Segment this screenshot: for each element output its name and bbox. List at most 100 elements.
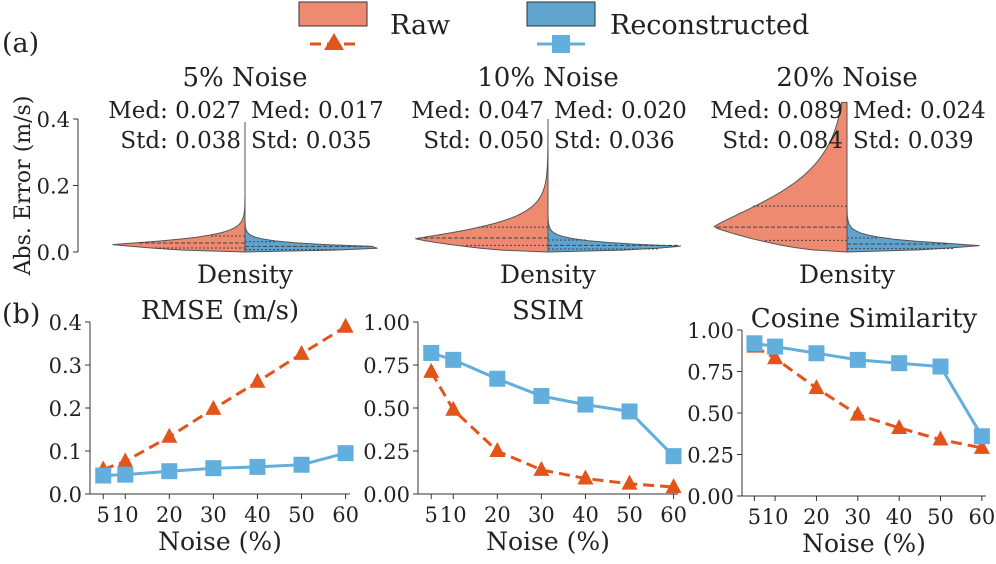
violin-panel-10-noise: 10% Noise Density Med: 0.047 Std: 0.050 Med:… <box>411 63 687 289</box>
line-x-tick-label: 60 <box>968 505 995 529</box>
line-y-tick-label: 0.1 <box>49 440 82 464</box>
line-x-tick-label: 5 <box>97 503 110 527</box>
data-point-raw-triangle <box>891 418 908 434</box>
panel-a-label: (a) <box>2 28 39 59</box>
line-y-tick-label: 0.75 <box>687 361 734 385</box>
data-point-reconstructed-square <box>249 458 266 475</box>
line-series-raw <box>102 325 347 471</box>
line-y-tick-label: 0.0 <box>49 483 82 507</box>
data-point-reconstructed-square <box>577 396 594 413</box>
data-point-raw-triangle <box>293 344 310 360</box>
line-panel-rmse-m-s: 0.0 0.1 0.2 0.3 0.4 5 10 20 30 40 50 60 RMSE (m/s) No… <box>49 296 359 556</box>
data-point-raw-triangle <box>849 405 866 421</box>
data-point-raw-triangle <box>973 438 990 454</box>
violin-x-axis-label: Density <box>197 260 294 289</box>
violin-title: 10% Noise <box>477 63 619 93</box>
line-y-tick-label: 0.4 <box>49 311 82 335</box>
violin-y-axis-label: Abs. Error (m/s) <box>11 96 36 277</box>
line-y-tick-label: 1.00 <box>363 311 410 335</box>
line-x-tick-label: 10 <box>112 503 139 527</box>
violin-y-tick-label: 0.2 <box>37 175 70 199</box>
line-x-tick-label: 5 <box>748 505 761 529</box>
violin-stat-median-reconstructed: Med: 0.017 <box>251 98 384 124</box>
line-title: Cosine Similarity <box>751 304 978 334</box>
data-point-raw-triangle <box>117 452 134 468</box>
violin-half-raw <box>713 101 848 253</box>
line-x-tick-label: 50 <box>927 505 954 529</box>
data-point-reconstructed-square <box>973 428 990 445</box>
violin-title: 5% Noise <box>183 63 308 93</box>
violin-stat-std-raw: Std: 0.038 <box>120 128 241 154</box>
panel-b-label: (b) <box>2 299 40 330</box>
violin-y-tick-label: 0.0 <box>37 241 70 265</box>
violin-y-tick-label: 0.4 <box>37 108 70 132</box>
violin-stat-median-reconstructed: Med: 0.024 <box>853 98 986 124</box>
data-point-reconstructed-square <box>161 463 178 480</box>
line-x-tick-label: 50 <box>616 503 643 527</box>
line-x-tick-label: 50 <box>288 503 315 527</box>
data-point-reconstructed-square <box>767 338 784 355</box>
legend-reconstructed-swatch <box>526 1 596 27</box>
data-point-reconstructed-square <box>746 335 763 352</box>
line-x-tick-label: 30 <box>844 505 871 529</box>
data-point-reconstructed-square <box>205 460 222 477</box>
line-x-axis-label: Noise (%) <box>486 527 610 556</box>
legend-reconstructed-label: Reconstructed <box>610 10 809 41</box>
line-title: RMSE (m/s) <box>141 296 299 326</box>
legend-raw-label: Raw <box>390 10 450 41</box>
line-y-tick-label: 0.00 <box>687 485 734 509</box>
data-point-reconstructed-square <box>95 467 112 484</box>
violin-stat-median-raw: Med: 0.047 <box>411 98 544 124</box>
line-x-axis-label: Noise (%) <box>158 527 282 556</box>
legend-raw-swatch <box>298 1 368 27</box>
data-point-reconstructed-square <box>533 387 550 404</box>
line-x-axis-label: Noise (%) <box>802 529 926 558</box>
data-point-raw-triangle <box>808 379 825 395</box>
data-point-raw-triangle <box>161 427 178 443</box>
data-point-reconstructed-square <box>117 466 134 483</box>
violin-title: 20% Noise <box>776 63 918 93</box>
data-point-raw-triangle <box>533 460 550 476</box>
data-point-raw-triangle <box>932 430 949 446</box>
violin-stat-median-reconstructed: Med: 0.020 <box>554 98 687 124</box>
legend-reconstructed-square-marker <box>552 35 570 53</box>
data-point-raw-triangle <box>337 317 354 333</box>
data-point-reconstructed-square <box>808 345 825 362</box>
line-y-tick-label: 0.25 <box>687 444 734 468</box>
line-y-tick-label: 0.75 <box>363 354 410 378</box>
line-x-tick-label: 60 <box>660 503 687 527</box>
line-y-tick-label: 0.00 <box>363 483 410 507</box>
line-x-tick-label: 20 <box>484 503 511 527</box>
violin-stat-std-reconstructed: Std: 0.035 <box>251 128 372 154</box>
data-point-raw-triangle <box>249 372 266 388</box>
line-x-tick-label: 30 <box>528 503 555 527</box>
violin-stat-std-reconstructed: Std: 0.036 <box>554 128 675 154</box>
line-x-tick-label: 40 <box>572 503 599 527</box>
data-point-raw-triangle <box>577 469 594 485</box>
violin-half-reconstructed <box>846 102 980 253</box>
data-point-raw-triangle <box>423 362 440 378</box>
violin-stat-median-raw: Med: 0.089 <box>710 98 843 124</box>
line-y-tick-label: 0.50 <box>687 402 734 426</box>
violin-stat-std-raw: Std: 0.050 <box>423 128 544 154</box>
violin-stat-std-raw: Std: 0.084 <box>722 128 843 154</box>
data-point-raw-triangle <box>445 400 462 416</box>
data-point-raw-triangle <box>489 442 506 457</box>
line-x-tick-label: 10 <box>762 505 789 529</box>
line-x-tick-label: 40 <box>886 505 913 529</box>
data-point-reconstructed-square <box>621 403 638 420</box>
data-point-reconstructed-square <box>445 351 462 368</box>
line-series-reconstructed <box>754 341 984 437</box>
data-point-reconstructed-square <box>891 355 908 372</box>
data-point-reconstructed-square <box>337 445 354 462</box>
violin-panel-20-noise: 20% Noise Density Med: 0.089 Std: 0.084 Med:… <box>710 63 986 289</box>
violin-stat-std-reconstructed: Std: 0.039 <box>853 128 974 154</box>
line-panel-ssim: 0.00 0.25 0.50 0.75 1.00 5 10 20 30 40 50 60 SSIM Noi… <box>363 296 687 556</box>
violin-x-axis-label: Density <box>500 260 597 289</box>
violin-stat-median-raw: Med: 0.027 <box>108 98 241 124</box>
legend-raw-triangle-marker <box>324 33 344 50</box>
